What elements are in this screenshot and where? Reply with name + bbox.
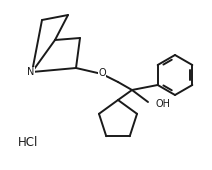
Text: O: O (98, 68, 106, 78)
Text: HCl: HCl (18, 135, 38, 149)
Text: OH: OH (155, 99, 170, 109)
Text: N: N (27, 67, 35, 77)
